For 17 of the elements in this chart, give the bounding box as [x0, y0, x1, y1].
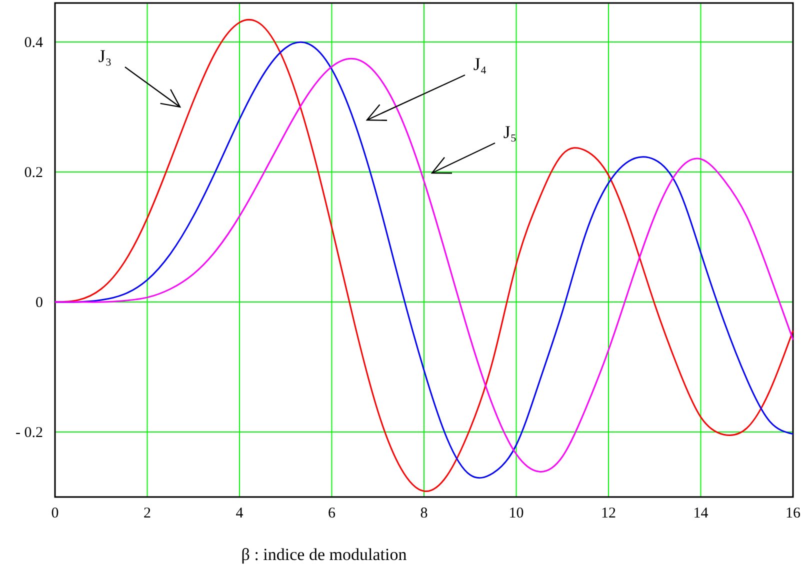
x-tick-label: 6	[328, 506, 336, 522]
x-axis-title: β : indice de modulation	[241, 545, 408, 564]
y-tick-label: 0	[36, 294, 43, 311]
x-tick-label: 12	[601, 506, 616, 522]
x-tick-label: 10	[508, 506, 524, 522]
x-tick-label: 14	[693, 506, 709, 522]
x-tick-label: 4	[236, 506, 244, 522]
y-tick-label: 0.2	[24, 164, 43, 181]
y-tick-label: 0.4	[24, 34, 44, 51]
annotation: J₄	[473, 54, 487, 74]
x-tick-label: 16	[786, 506, 801, 522]
x-tick-label: 2	[144, 506, 151, 522]
x-tick-label: 0	[51, 506, 59, 522]
annotation: J₅	[503, 122, 517, 142]
y-tick-label: - 0.2	[16, 424, 43, 441]
annotation: J₃	[98, 46, 112, 66]
x-tick-label: 8	[420, 506, 428, 522]
